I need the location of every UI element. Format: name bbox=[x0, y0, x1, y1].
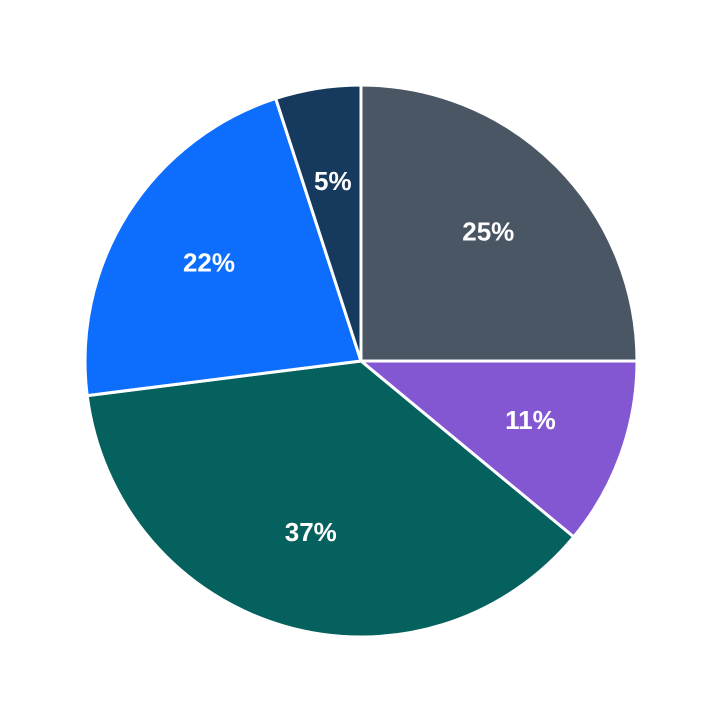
svg-text:5%: 5% bbox=[314, 166, 352, 196]
svg-text:37%: 37% bbox=[285, 517, 337, 547]
svg-text:25%: 25% bbox=[462, 217, 514, 247]
svg-text:11%: 11% bbox=[505, 405, 556, 435]
svg-text:22%: 22% bbox=[183, 247, 235, 277]
